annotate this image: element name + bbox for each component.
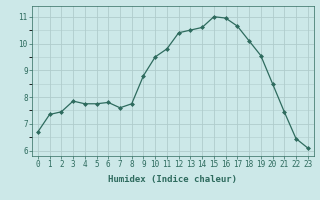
X-axis label: Humidex (Indice chaleur): Humidex (Indice chaleur) [108,175,237,184]
